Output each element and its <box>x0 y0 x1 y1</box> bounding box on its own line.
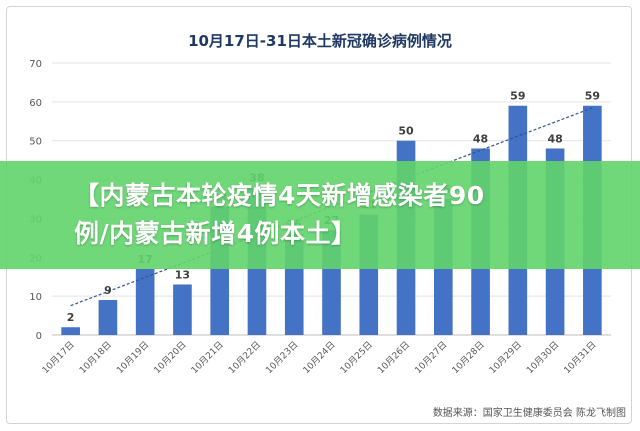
data-label: 9 <box>104 284 112 297</box>
data-label: 13 <box>175 268 190 281</box>
y-tick-label: 60 <box>29 98 42 109</box>
data-label: 48 <box>473 132 488 145</box>
x-tick-label: 10月30日 <box>525 339 562 376</box>
x-tick-label: 10月29日 <box>487 339 524 376</box>
bar <box>135 268 155 335</box>
data-label: 59 <box>585 90 600 103</box>
data-label: 2 <box>67 311 75 324</box>
headline-text: 【内蒙古本轮疫情4天新增感染者90 例/内蒙古新增4例本土】 <box>74 177 630 253</box>
y-tick-label: 0 <box>36 331 42 342</box>
y-tick-label: 70 <box>29 59 42 70</box>
x-tick-label: 10月25日 <box>338 339 375 376</box>
trendline <box>70 107 593 307</box>
y-tick-label: 50 <box>29 137 42 148</box>
data-label: 59 <box>510 90 525 103</box>
x-tick-label: 10月18日 <box>77 339 114 376</box>
source-note: 数据来源：国家卫生健康委员会 陈龙飞制图 <box>432 408 626 419</box>
x-tick-label: 10月31日 <box>562 339 599 376</box>
trend-line <box>70 107 593 307</box>
chart-title: 10月17日-31日本土新冠确诊病例情况 <box>188 32 452 50</box>
x-tick-label: 10月24日 <box>301 339 338 376</box>
x-tick-label: 10月20日 <box>152 339 189 376</box>
x-tick-label: 10月28日 <box>450 339 487 376</box>
bar <box>98 300 118 335</box>
x-tick-label: 10月21日 <box>189 339 226 376</box>
x-tick-label: 10月22日 <box>226 339 263 376</box>
x-tick-label: 10月19日 <box>115 339 152 376</box>
bar <box>173 284 192 335</box>
x-tick-label: 10月17日 <box>40 339 77 376</box>
bar <box>61 327 80 335</box>
data-label: 50 <box>398 125 414 138</box>
y-tick-label: 10 <box>29 292 42 303</box>
x-tick-label: 10月23日 <box>264 339 301 376</box>
headline-banner <box>0 161 640 269</box>
x-tick-label: 10月27日 <box>413 339 450 376</box>
headline-line-1: 【内蒙古本轮疫情4天新增感染者90 <box>74 181 485 210</box>
x-tick-label: 10月26日 <box>375 339 412 376</box>
data-label: 48 <box>547 132 562 145</box>
headline-line-2: 例/内蒙古新增4例本土】 <box>74 219 357 248</box>
